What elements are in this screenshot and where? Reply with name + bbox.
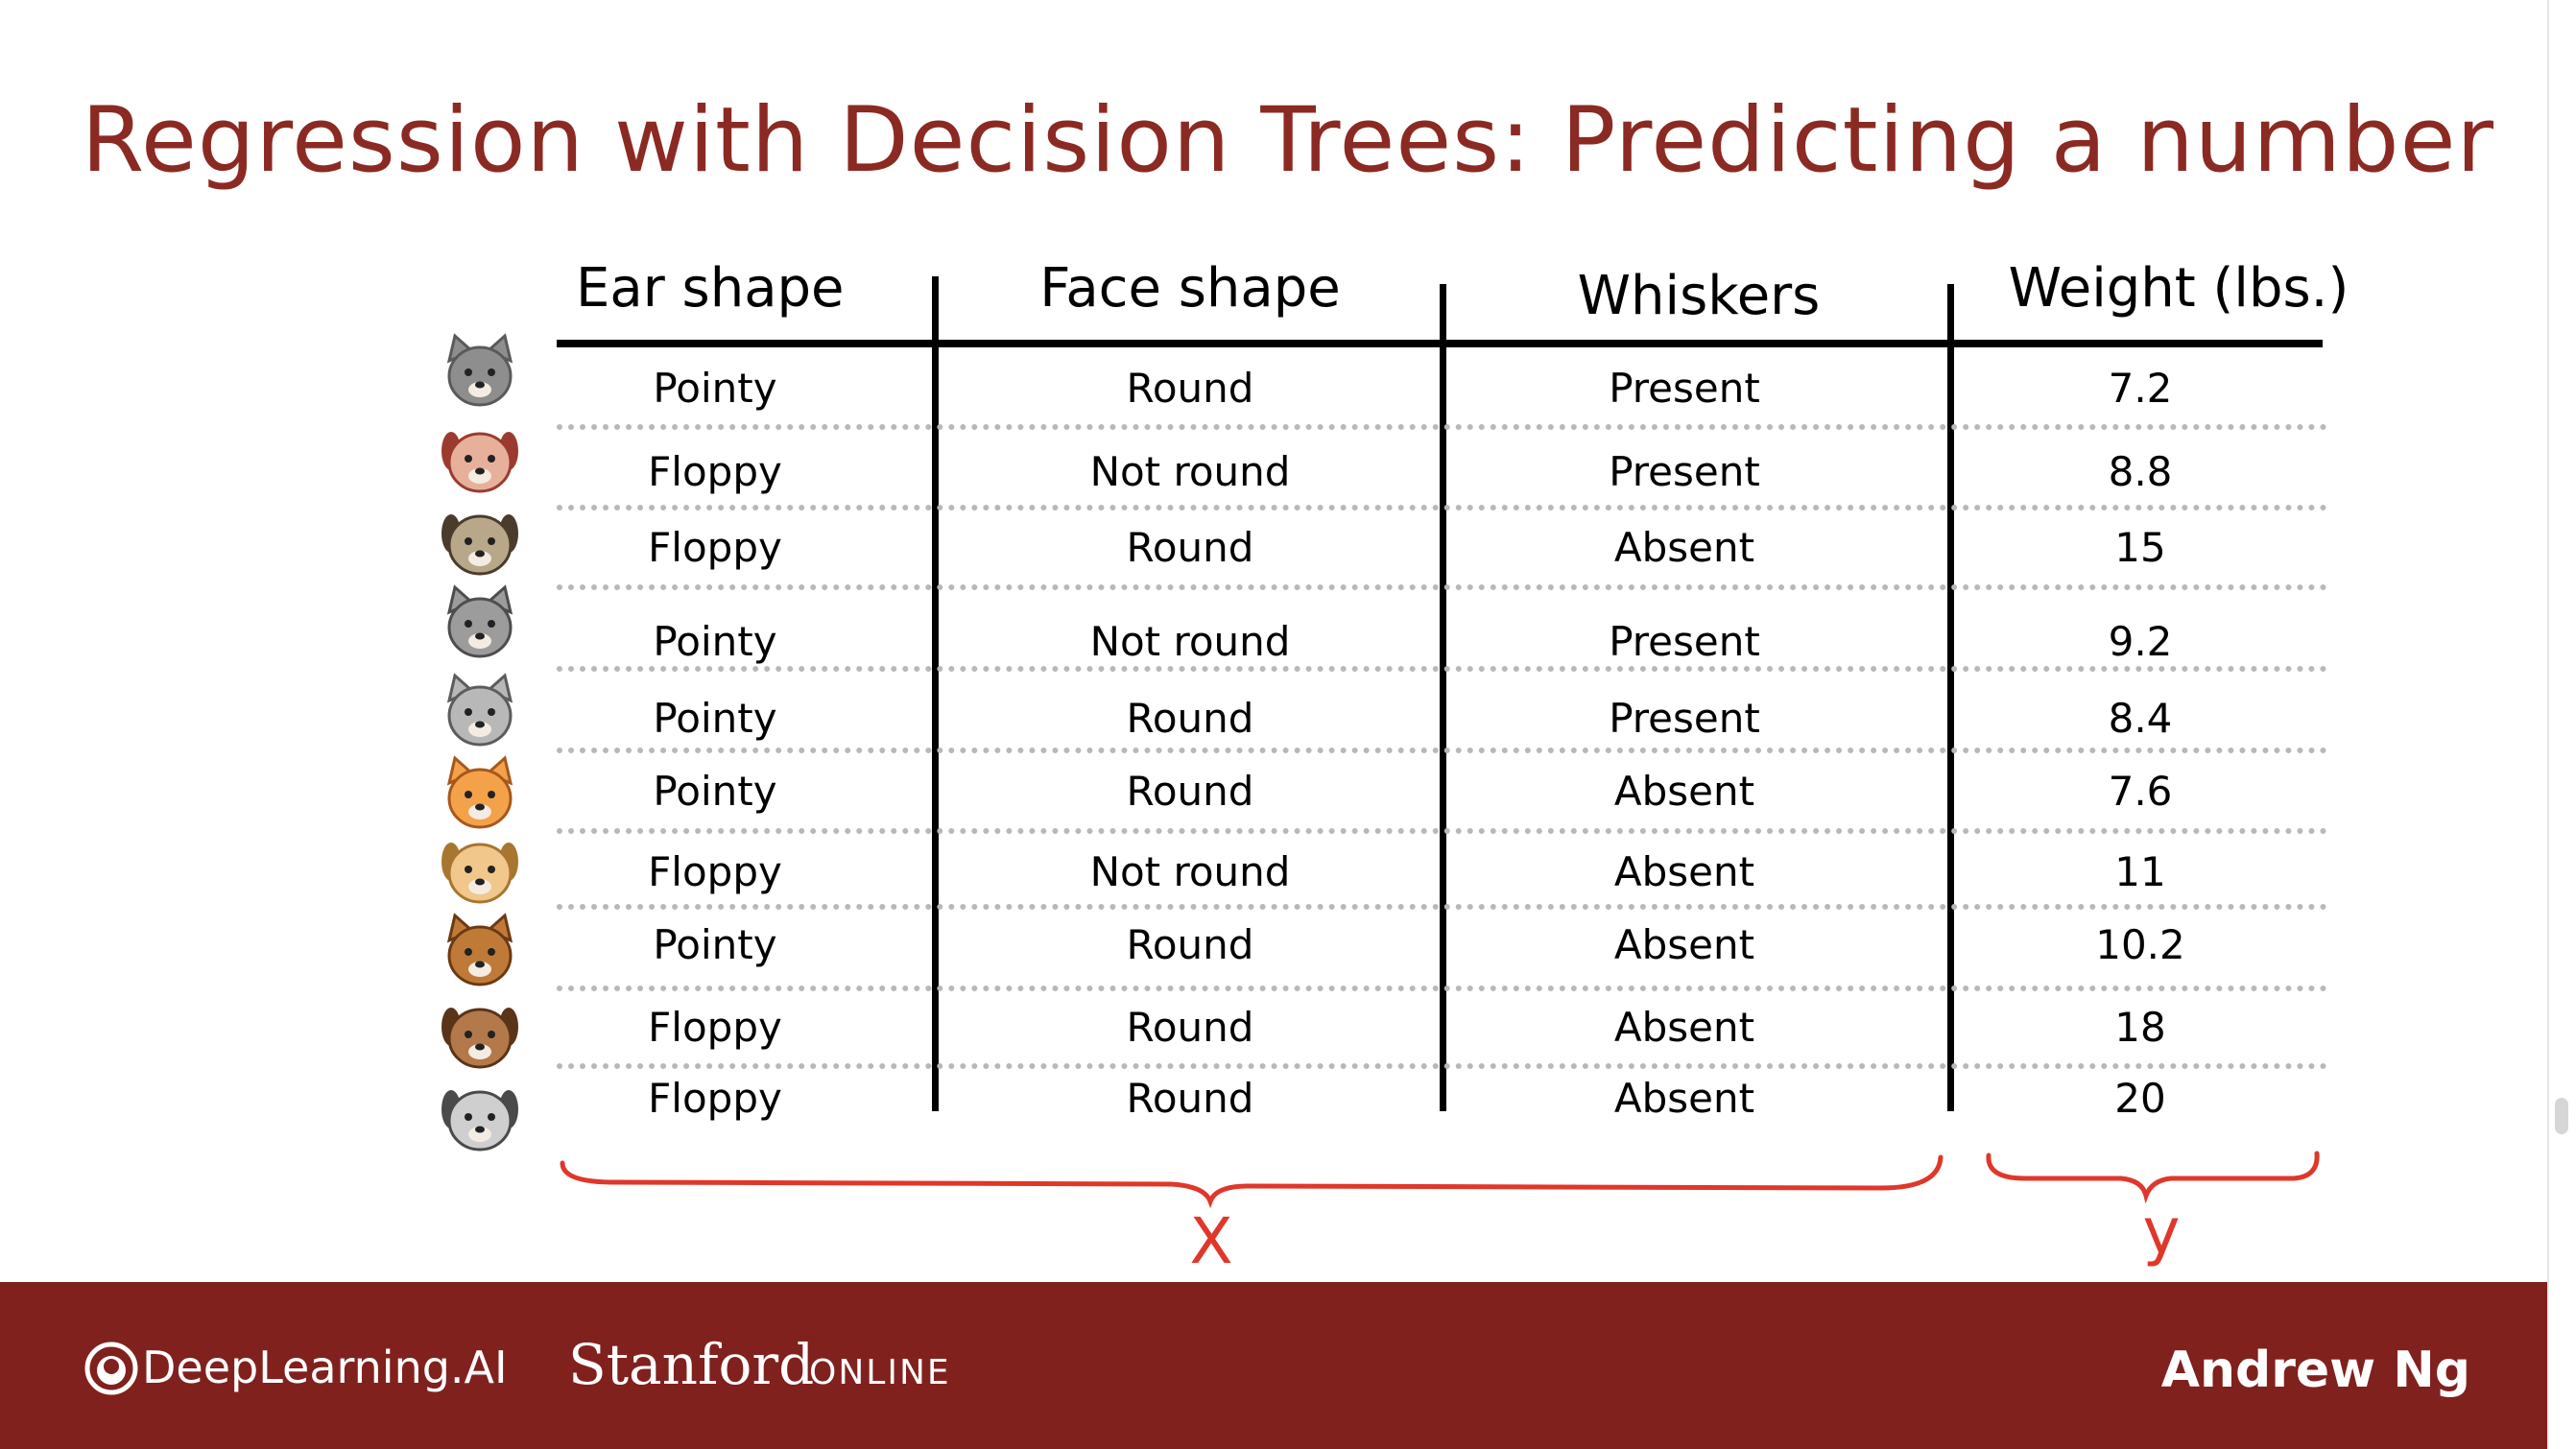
cell-ear-shape: Floppy <box>648 524 782 571</box>
header-weight: Weight (lbs.) <box>2008 257 2349 320</box>
scrollbar-thumb[interactable] <box>2555 1098 2568 1134</box>
x-label: X <box>1189 1204 1232 1278</box>
cell-weight: 18 <box>2114 1004 2166 1051</box>
cell-ear-shape: Pointy <box>653 921 777 968</box>
row-separator <box>557 505 2327 511</box>
gray-cat-icon <box>446 333 513 407</box>
cell-face-shape: Round <box>1126 1075 1254 1122</box>
cell-ear-shape: Floppy <box>648 848 782 895</box>
cell-face-shape: Round <box>1126 524 1254 571</box>
column-divider <box>1440 284 1446 1111</box>
cell-whiskers: Absent <box>1613 848 1755 895</box>
cell-face-shape: Round <box>1126 1004 1254 1051</box>
cell-face-shape: Not round <box>1089 448 1291 495</box>
header-face-shape: Face shape <box>1039 257 1341 320</box>
author-name: Andrew Ng <box>2160 1342 2470 1399</box>
slide-title: Regression with Decision Trees: Predicti… <box>81 88 2495 193</box>
column-divider <box>932 276 939 1111</box>
pug-dog-icon <box>441 514 518 576</box>
cell-face-shape: Round <box>1126 695 1254 742</box>
cell-face-shape: Round <box>1126 768 1254 815</box>
row-separator <box>557 828 2327 834</box>
cell-whiskers: Absent <box>1613 1004 1755 1051</box>
row-separator <box>557 424 2327 430</box>
cell-ear-shape: Pointy <box>653 365 777 412</box>
tan-dog-icon <box>441 843 518 904</box>
cell-whiskers: Present <box>1609 695 1760 742</box>
deeplearning-brand: DeepLearning.AI <box>142 1342 508 1393</box>
cell-whiskers: Absent <box>1613 921 1755 968</box>
header-ear-shape: Ear shape <box>576 257 845 320</box>
header-whiskers: Whiskers <box>1577 265 1821 327</box>
cell-whiskers: Present <box>1609 365 1760 412</box>
row-separator <box>557 748 2327 753</box>
cell-weight: 15 <box>2114 524 2166 571</box>
cell-whiskers: Present <box>1609 618 1760 665</box>
gray-cat-pointy-icon <box>446 584 513 658</box>
row-separator <box>557 904 2327 910</box>
cell-ear-shape: Floppy <box>648 1004 782 1051</box>
brown-dog-icon <box>441 1008 518 1069</box>
pink-dog-icon <box>441 432 518 493</box>
deeplearning-logo-icon <box>84 1342 138 1395</box>
cell-ear-shape: Pointy <box>653 695 777 742</box>
cell-ear-shape: Floppy <box>648 448 782 495</box>
stanford-wordmark: Stanford <box>568 1332 815 1397</box>
cell-face-shape: Round <box>1126 921 1254 968</box>
row-separator <box>557 584 2327 590</box>
cell-whiskers: Absent <box>1613 1075 1755 1122</box>
cell-weight: 20 <box>2114 1075 2166 1122</box>
cell-weight: 8.8 <box>2108 448 2173 495</box>
cell-weight: 10.2 <box>2095 921 2185 968</box>
cell-ear-shape: Pointy <box>653 618 777 665</box>
cell-weight: 9.2 <box>2108 618 2173 665</box>
silver-cat-icon <box>446 673 513 747</box>
cell-whiskers: Absent <box>1613 768 1755 815</box>
y-brace <box>1986 1151 2320 1204</box>
cell-ear-shape: Pointy <box>653 768 777 815</box>
cell-whiskers: Present <box>1609 448 1760 495</box>
cell-weight: 7.6 <box>2108 768 2173 815</box>
cell-face-shape: Not round <box>1089 848 1291 895</box>
orange-cat-icon <box>446 755 513 829</box>
x-brace <box>560 1154 1944 1209</box>
brown-cat-icon <box>446 913 513 986</box>
y-label: y <box>2142 1195 2180 1269</box>
footer-bar <box>0 1282 2547 1449</box>
column-divider <box>1947 284 1954 1111</box>
stanford-online-label: ONLINE <box>809 1353 951 1392</box>
row-separator <box>557 666 2327 672</box>
cell-whiskers: Absent <box>1613 524 1755 571</box>
cell-face-shape: Not round <box>1089 618 1291 665</box>
cell-weight: 11 <box>2114 848 2166 895</box>
cell-weight: 7.2 <box>2108 365 2173 412</box>
row-separator <box>557 986 2327 991</box>
row-separator <box>557 1063 2327 1069</box>
cell-ear-shape: Floppy <box>648 1075 782 1122</box>
gray-dog-icon <box>441 1090 518 1152</box>
window-edge <box>2547 0 2549 1449</box>
cell-face-shape: Round <box>1126 365 1254 412</box>
cell-weight: 8.4 <box>2108 695 2173 742</box>
